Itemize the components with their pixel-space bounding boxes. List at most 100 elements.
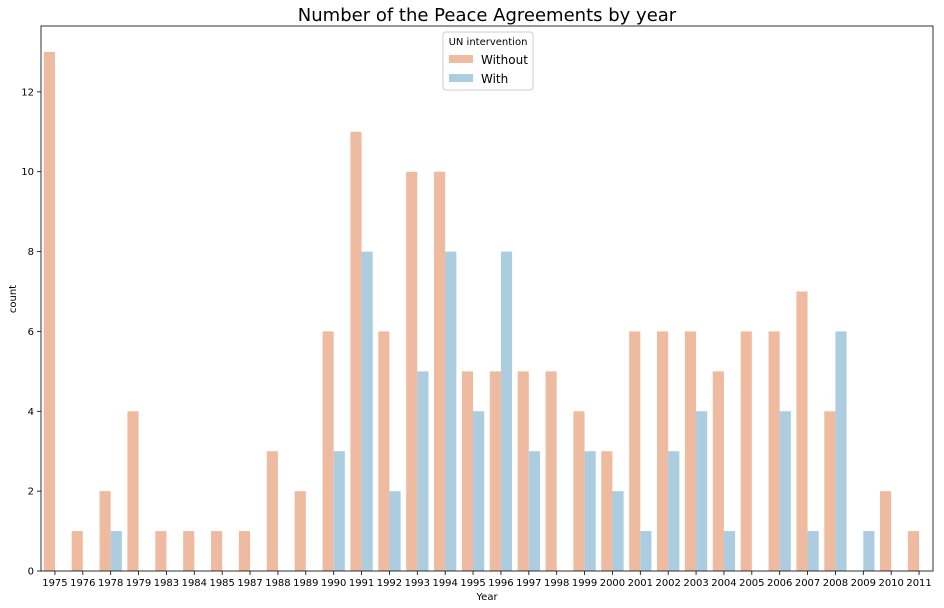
bar-with-1996 [500, 251, 513, 571]
bar-with-2006 [779, 411, 791, 571]
bar-with-2009 [863, 531, 875, 571]
x-tick-label: 1997 [516, 578, 541, 589]
x-tick-label: 1998 [544, 578, 569, 589]
y-ticks: 0 2 4 6 8 10 12 [21, 87, 41, 578]
bar-with-1992 [389, 491, 401, 571]
bar-with-2008 [835, 331, 847, 571]
y-tick-label: 2 [28, 487, 34, 498]
bar-with-1995 [473, 411, 485, 571]
bar-with-2001 [640, 531, 652, 571]
x-tick-label: 1993 [405, 578, 430, 589]
y-tick-label: 4 [28, 407, 34, 418]
x-tick-label: 2011 [906, 578, 931, 589]
x-tick-label: 1994 [432, 578, 457, 589]
x-tick-label: 2005 [739, 578, 764, 589]
x-ticks: 1975 1976 1978 1979 1983 1984 1985 1987 1988 1989… [42, 571, 932, 589]
bar-without-1988 [266, 451, 278, 571]
x-tick-label: 2010 [878, 578, 903, 589]
x-tick-label: 2001 [628, 578, 653, 589]
x-tick-label: 2004 [711, 578, 736, 589]
x-tick-label: 1978 [98, 578, 123, 589]
legend-label-without: Without [481, 53, 528, 67]
bar-without-2000 [601, 451, 613, 571]
bar-without-2005 [740, 331, 752, 571]
bar-without-1994 [434, 171, 446, 572]
bar-with-1994 [445, 251, 457, 571]
bar-without-1992 [378, 331, 390, 571]
x-tick-label: 1983 [154, 578, 179, 589]
legend-swatch-with [449, 74, 473, 82]
chart-title: Number of the Peace Agreements by year [298, 5, 677, 26]
bar-without-1989 [294, 491, 306, 571]
y-tick-label: 8 [28, 247, 34, 258]
y-tick-label: 12 [21, 87, 34, 98]
x-tick-label: 1975 [42, 578, 67, 589]
bar-without-1985 [211, 531, 223, 571]
legend: UN intervention Without With [442, 31, 534, 91]
bar-without-1984 [183, 531, 195, 571]
plot-frame [40, 25, 934, 572]
x-tick-label: 2003 [683, 578, 708, 589]
legend-label-with: With [481, 72, 508, 86]
bar-without-1979 [127, 411, 139, 571]
bar-with-1999 [584, 451, 596, 571]
y-axis-label: count [8, 285, 19, 313]
bar-without-1975 [43, 51, 55, 571]
y-tick-label: 0 [28, 567, 34, 578]
bar-without-1995 [461, 371, 474, 571]
x-tick-label: 2000 [600, 578, 625, 589]
bar-without-2003 [684, 331, 697, 571]
x-tick-label: 1989 [293, 578, 318, 589]
bar-without-1983 [155, 531, 167, 571]
bar-without-1987 [238, 531, 251, 571]
bar-with-2000 [612, 491, 624, 571]
x-tick-label: 1992 [377, 578, 402, 589]
x-tick-label: 1985 [209, 578, 234, 589]
bar-without-2002 [657, 331, 669, 571]
bar-without-2006 [768, 331, 780, 571]
bars-layer [43, 51, 920, 572]
bar-without-2004 [712, 371, 724, 571]
x-tick-label: 1990 [321, 578, 346, 589]
x-tick-label: 1995 [460, 578, 485, 589]
x-tick-label: 1979 [126, 578, 151, 589]
x-tick-label: 2006 [767, 578, 792, 589]
bar-without-2008 [824, 411, 836, 571]
bar-without-1991 [350, 131, 362, 571]
x-tick-label: 2009 [851, 578, 876, 589]
bar-without-2011 [907, 531, 920, 571]
x-tick-label: 1976 [70, 578, 95, 589]
y-tick-label: 6 [28, 327, 34, 338]
y-tick-label: 10 [21, 167, 34, 178]
x-axis-label: Year [475, 592, 498, 603]
x-tick-label: 1999 [572, 578, 597, 589]
bar-without-1990 [322, 331, 334, 571]
bar-without-1976 [71, 531, 83, 571]
bar-with-1991 [361, 251, 373, 571]
bar-with-1990 [333, 451, 345, 571]
x-tick-label: 2007 [795, 578, 820, 589]
x-tick-label: 1988 [265, 578, 290, 589]
bar-without-1997 [517, 371, 529, 571]
bar-with-1978 [110, 531, 122, 571]
x-tick-label: 1991 [349, 578, 374, 589]
bar-with-1997 [528, 451, 540, 571]
bar-without-1993 [406, 171, 418, 572]
bar-without-1998 [545, 371, 557, 571]
x-tick-label: 2002 [655, 578, 680, 589]
bar-without-1996 [489, 371, 501, 571]
x-tick-label: 1984 [182, 578, 207, 589]
bar-with-2007 [807, 531, 819, 571]
bar-without-1999 [573, 411, 585, 571]
legend-title: UN intervention [449, 37, 528, 48]
x-tick-label: 2008 [823, 578, 848, 589]
bar-with-2003 [696, 411, 708, 571]
bar-with-2004 [723, 531, 736, 571]
bar-with-1993 [417, 371, 429, 571]
bar-with-2002 [668, 451, 680, 571]
legend-swatch-without [449, 55, 473, 63]
bar-without-1978 [99, 491, 111, 571]
x-tick-label: 1996 [488, 578, 513, 589]
bar-without-2001 [629, 331, 641, 571]
